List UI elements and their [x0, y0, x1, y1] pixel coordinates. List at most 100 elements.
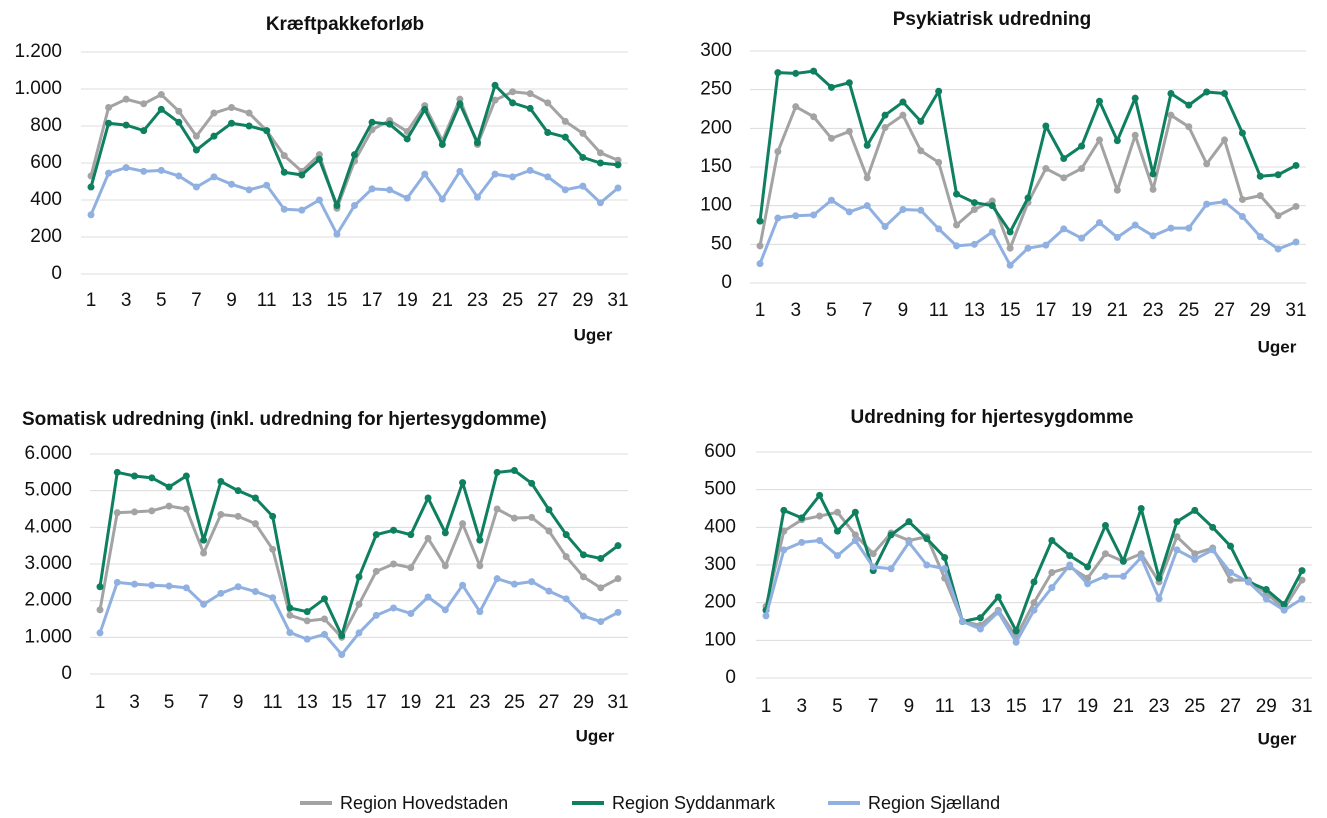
- data-point: [372, 531, 380, 539]
- legend-label: Region Syddanmark: [612, 793, 776, 813]
- data-point: [953, 190, 961, 198]
- y-tick-label: 1.200: [14, 41, 62, 62]
- x-tick-label: 31: [607, 290, 628, 311]
- data-point: [1274, 212, 1282, 220]
- data-point: [372, 611, 380, 619]
- data-point: [200, 600, 208, 608]
- x-tick-label: 7: [198, 692, 209, 713]
- data-point: [459, 479, 467, 487]
- data-point: [140, 127, 148, 135]
- data-point: [562, 553, 570, 561]
- data-point: [165, 502, 173, 510]
- data-point: [526, 166, 534, 174]
- data-point: [544, 99, 552, 107]
- data-point: [756, 242, 764, 250]
- data-point: [424, 534, 432, 542]
- data-point: [1221, 136, 1229, 144]
- data-point: [1030, 599, 1038, 607]
- data-point: [476, 608, 484, 616]
- data-point: [403, 135, 411, 143]
- data-point: [851, 508, 859, 516]
- data-point: [269, 594, 277, 602]
- x-tick-label: 19: [1071, 300, 1092, 321]
- data-point: [175, 172, 183, 180]
- data-point: [1167, 111, 1175, 119]
- data-point: [614, 575, 622, 583]
- x-tick-label: 17: [1035, 300, 1056, 321]
- data-point: [827, 196, 835, 204]
- y-tick-label: 800: [30, 115, 62, 136]
- data-point: [579, 129, 587, 137]
- data-point: [286, 611, 294, 619]
- chart-panel: Udredning for hjertesygdomme 0 100 200 300 40…: [704, 407, 1312, 748]
- data-point: [491, 81, 499, 89]
- x-tick-label: 1: [95, 692, 106, 713]
- data-point: [1280, 606, 1288, 614]
- data-point: [1012, 627, 1020, 635]
- data-point: [122, 121, 130, 129]
- data-point: [988, 228, 996, 236]
- data-point: [597, 584, 605, 592]
- data-point: [1048, 537, 1056, 545]
- data-point: [175, 107, 183, 115]
- data-point: [1084, 580, 1092, 588]
- data-point: [298, 171, 306, 179]
- x-tick-label: 9: [233, 692, 244, 713]
- data-point: [833, 552, 841, 560]
- data-point: [528, 513, 536, 521]
- data-point: [887, 531, 895, 539]
- data-point: [774, 69, 782, 77]
- data-point: [87, 183, 95, 191]
- data-point: [1238, 195, 1246, 203]
- x-tick-label: 13: [297, 692, 318, 713]
- x-axis-label: Uger: [574, 325, 613, 344]
- data-point: [780, 546, 788, 554]
- data-point: [338, 632, 346, 639]
- y-tick-label: 1.000: [14, 78, 62, 99]
- data-point: [355, 573, 363, 581]
- x-tick-label: 5: [832, 696, 843, 717]
- data-point: [96, 629, 104, 637]
- x-tick-label: 25: [502, 290, 523, 311]
- x-tick-label: 15: [1006, 696, 1027, 717]
- data-point: [881, 124, 889, 132]
- data-point: [476, 562, 484, 570]
- data-point: [851, 531, 859, 539]
- data-point: [953, 221, 961, 229]
- data-point: [863, 141, 871, 149]
- data-point: [251, 520, 259, 528]
- y-tick-label: 6.000: [24, 443, 72, 464]
- data-point: [509, 88, 517, 96]
- data-point: [1203, 160, 1211, 168]
- x-tick-label: 11: [929, 300, 949, 321]
- data-point: [545, 527, 553, 535]
- y-tick-label: 0: [725, 667, 736, 688]
- data-point: [827, 83, 835, 91]
- data-point: [493, 575, 501, 583]
- y-tick-label: 300: [704, 554, 736, 575]
- x-tick-label: 5: [164, 692, 175, 713]
- data-point: [1262, 595, 1270, 603]
- data-point: [148, 507, 156, 515]
- legend: Region Hovedstaden Region Syddanmark Reg…: [300, 793, 1000, 813]
- data-point: [970, 199, 978, 207]
- x-tick-label: 17: [366, 692, 387, 713]
- x-tick-label: 1: [761, 696, 772, 717]
- data-point: [1042, 122, 1050, 130]
- data-point: [1280, 601, 1288, 609]
- data-point: [280, 152, 288, 160]
- data-point: [1298, 595, 1306, 603]
- data-point: [851, 537, 859, 545]
- data-point: [596, 149, 604, 157]
- data-point: [935, 87, 943, 95]
- data-point: [899, 98, 907, 106]
- y-tick-label: 3.000: [24, 553, 72, 574]
- data-point: [528, 479, 536, 487]
- x-tick-label: 9: [904, 696, 915, 717]
- data-point: [192, 183, 200, 191]
- x-axis-label: Uger: [1258, 729, 1297, 748]
- data-point: [251, 494, 259, 502]
- data-point: [1078, 142, 1086, 150]
- data-point: [1191, 550, 1199, 558]
